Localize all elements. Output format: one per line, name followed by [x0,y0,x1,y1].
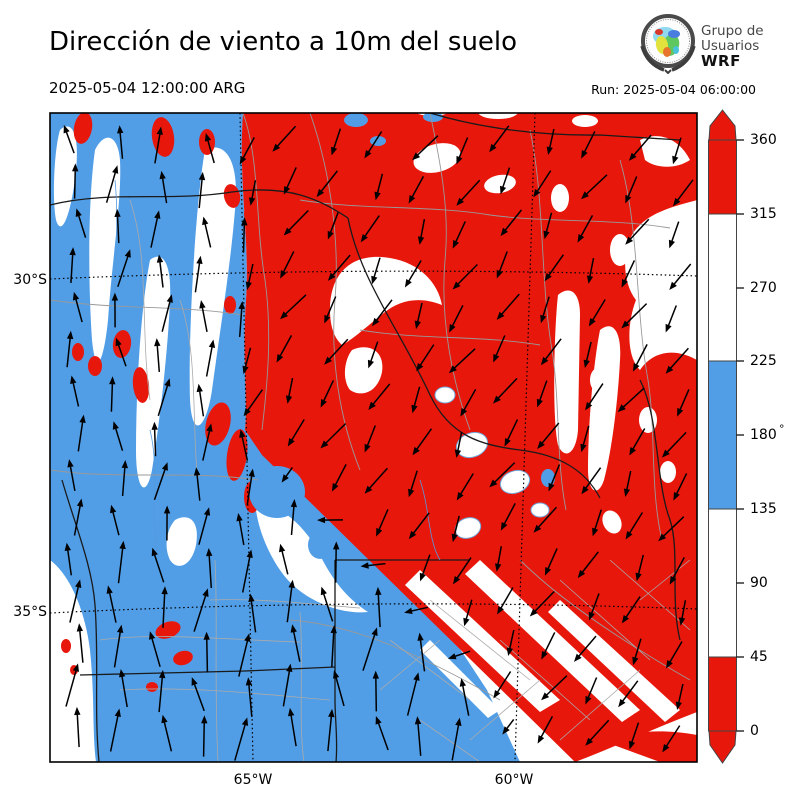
colorbar-tick-315: 315 [750,206,777,222]
colorbar-tick-180: 180 [750,427,777,443]
colorbar-tick-360: 360 [750,132,777,148]
colorbar-unit-label: ° [779,422,785,436]
colorbar-tick-90: 90 [750,575,768,591]
colorbar-tick-135: 135 [750,501,777,517]
lat-tick-35s: 35°S [13,604,47,620]
logo-org-line1: Grupo de [701,23,764,39]
logo-org-line3: WRF [701,52,741,70]
colorbar-tick-45: 45 [750,649,768,665]
colorbar-tick-270: 270 [750,280,777,296]
graticule-gridlines [50,113,697,762]
colorbar-tick-marks [736,139,744,732]
wrf-logo-icon [640,14,696,74]
lat-tick-30s: 30°S [13,272,47,288]
blue-patches [249,113,555,559]
lagoon-patches [434,386,550,539]
colorbar-tick-225: 225 [750,353,777,369]
country-borders [50,113,681,762]
valid-time-label: 2025-05-04 12:00:00 ARG [49,79,246,97]
lon-tick-65w: 65°W [233,772,273,788]
lon-tick-60w: 60°W [494,772,534,788]
colorbar [708,109,744,764]
province-borders [50,113,691,762]
river-lines [114,179,441,561]
logo-text: Grupo de Usuarios WRF [701,24,764,69]
colorbar-tick-0: 0 [750,723,759,739]
page-title: Dirección de viento a 10m del suelo [49,27,518,57]
run-time-label: Run: 2025-05-04 06:00:00 [591,82,756,97]
wind-direction-field [50,113,697,762]
map-frame [49,112,698,763]
wind-arrows [63,124,694,761]
red-patches-left [61,113,260,692]
logo-org-line2: Usuarios [701,38,760,54]
